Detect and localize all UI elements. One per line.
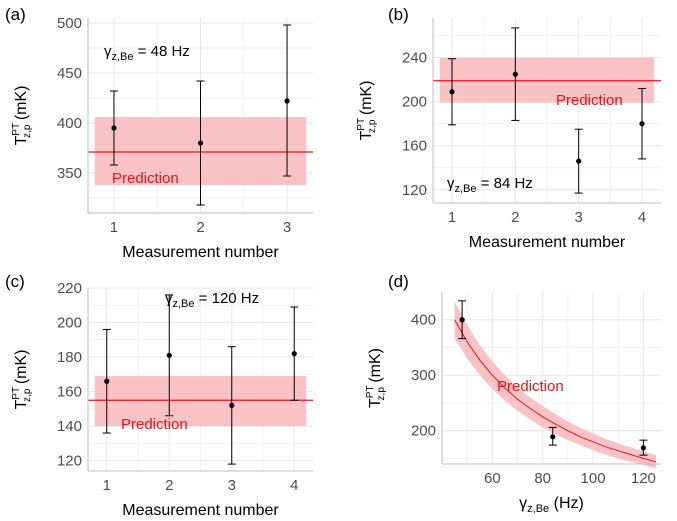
panel-label: (a): [5, 5, 26, 24]
gamma-value: = 120 Hz: [195, 290, 260, 307]
x-tick-label: 2: [511, 209, 519, 226]
gamma-value: = 84 Hz: [477, 175, 533, 192]
y-tick-label: 400: [411, 312, 436, 329]
y-tick-label: 450: [57, 65, 82, 82]
x-tick-label: 3: [574, 209, 582, 226]
y-tick-label: 300: [411, 367, 436, 384]
panel-c: 120 140 160 180 200 220 1 2 3 4 Prediction γz,Be = …: [5, 272, 313, 519]
y-title-subscript: z,p: [22, 124, 33, 138]
x-tick-label: 1: [110, 219, 118, 236]
data-point: [167, 353, 172, 358]
gamma-subscript: z,Be: [455, 183, 477, 195]
data-point: [449, 89, 454, 94]
gamma-annotation: γz,Be = 48 Hz: [104, 43, 190, 63]
gamma-annotation: γz,Be = 120 Hz: [165, 290, 259, 310]
x-title-unit: (Hz): [549, 495, 584, 512]
y-axis-title: TPTz,p (mK): [365, 348, 387, 408]
prediction-label: Prediction: [556, 92, 623, 109]
y-tick-label: 200: [402, 94, 427, 111]
y-title-unit: (mK): [367, 348, 384, 387]
panel-d: 200 300 400 60 80 100 120 Prediction (d) γz,Be (H…: [365, 272, 661, 515]
y-tick-label: 160: [57, 384, 82, 401]
data-point: [104, 379, 109, 384]
x-title-symbol: γ: [519, 495, 527, 512]
x-axis-title: γz,Be (Hz): [519, 495, 584, 515]
x-axis-title: Measurement number: [122, 244, 279, 261]
gamma-subscript: z,Be: [112, 51, 134, 63]
y-tick-label: 120: [57, 453, 82, 470]
gamma-subscript: z,Be: [173, 298, 195, 310]
y-tick-label: 200: [57, 315, 82, 332]
y-title-unit: (mK): [13, 349, 30, 388]
y-tick-label: 350: [57, 165, 82, 182]
y-tick-label: 160: [402, 138, 427, 155]
panel-b: 120 160 200 240 1 2 3 4 Prediction γz,Be = 84 Hz (…: [356, 5, 661, 251]
data-point: [576, 159, 581, 164]
y-title-subscript: z,p: [376, 387, 387, 401]
y-tick-label: 120: [402, 182, 427, 199]
y-axis-title: TPTz,p (mK): [356, 80, 378, 140]
y-axis-title: TPTz,p (mK): [11, 349, 33, 409]
y-tick-label: 400: [57, 115, 82, 132]
data-point: [460, 317, 465, 322]
x-tick-label: 60: [484, 470, 501, 487]
x-tick-label: 100: [581, 470, 606, 487]
x-tick-label: 1: [103, 477, 111, 494]
x-tick-label: 80: [534, 470, 551, 487]
data-point: [198, 140, 203, 145]
y-tick-label: 500: [57, 15, 82, 32]
prediction-label: Prediction: [497, 378, 564, 395]
data-point: [229, 403, 234, 408]
y-title-subscript: z,p: [22, 388, 33, 402]
gamma-annotation: γz,Be = 84 Hz: [447, 175, 533, 195]
gamma-value: = 48 Hz: [134, 43, 190, 60]
data-point: [550, 434, 555, 439]
y-tick-label: 240: [402, 50, 427, 67]
x-tick-label: 2: [165, 477, 173, 494]
y-axis-title: TPTz,p (mK): [11, 85, 33, 145]
x-tick-label: 2: [196, 219, 204, 236]
panel-label: (c): [5, 272, 25, 291]
y-tick-label: 180: [57, 349, 82, 366]
x-tick-label: 1: [448, 209, 456, 226]
x-tick-label: 4: [290, 477, 298, 494]
x-tick-label: 4: [638, 209, 646, 226]
y-title-subscript: z,p: [367, 119, 378, 133]
data-point: [284, 98, 289, 103]
y-tick-label: 140: [57, 418, 82, 435]
y-title-unit: (mK): [13, 85, 30, 124]
x-tick-label: 3: [228, 477, 236, 494]
prediction-label: Prediction: [112, 170, 179, 187]
y-tick-label: 200: [411, 423, 436, 440]
x-axis-title: Measurement number: [122, 502, 279, 519]
x-axis-title: Measurement number: [469, 234, 626, 251]
data-point: [641, 445, 646, 450]
x-tick-label: 120: [631, 470, 656, 487]
data-point: [111, 125, 116, 130]
panel-label: (b): [388, 5, 409, 24]
panel-a: 350 400 450 500 1 2 3 Prediction γz,Be = 48 Hz (a…: [5, 5, 313, 261]
prediction-label: Prediction: [121, 416, 188, 433]
x-title-subscript: z,Be: [527, 503, 549, 515]
data-point: [513, 72, 518, 77]
data-point: [639, 121, 644, 126]
y-tick-label: 220: [57, 280, 82, 297]
data-point: [292, 351, 297, 356]
y-title-unit: (mK): [358, 80, 375, 119]
x-tick-label: 3: [283, 219, 291, 236]
panel-label: (d): [388, 272, 409, 291]
